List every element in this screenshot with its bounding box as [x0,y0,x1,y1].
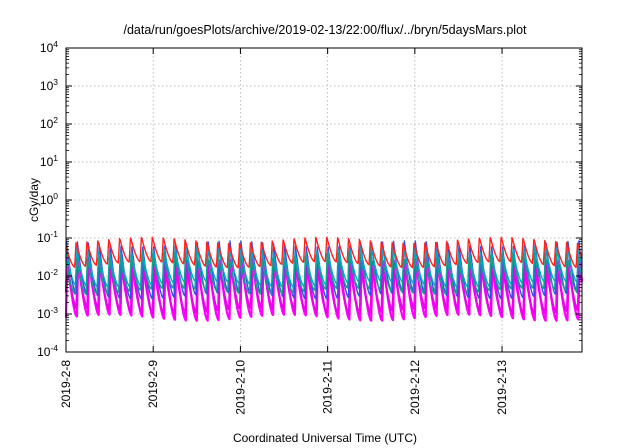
x-tick-label: 2019-2-9 [146,360,160,408]
x-tick-label: 2019-2-10 [233,360,247,415]
y-tick-exponent: -2 [50,267,58,277]
y-tick-label: 10-3 [37,305,58,321]
y-tick-exponent: 2 [53,115,58,125]
y-tick-exponent: -3 [50,305,58,315]
y-tick-base: 10 [37,269,51,283]
y-tick-base: 10 [37,345,51,359]
plot-frame [65,47,583,353]
plot-series [64,236,584,322]
y-tick-label: 10-1 [37,229,58,245]
y-tick-exponent: 0 [53,191,58,201]
x-tick-label: 2019-2-8 [59,360,73,408]
y-tick-label: 103 [40,77,58,93]
y-tick-label: 10-4 [37,343,58,359]
y-tick-base: 10 [40,155,54,169]
y-tick-label: 104 [40,39,58,55]
chart-title: /data/run/goesPlots/archive/2019-02-13/2… [123,23,527,37]
series-line [65,252,583,295]
y-tick-base: 10 [40,117,54,131]
series-line [64,259,584,316]
y-tick-base: 10 [40,41,54,55]
y-tick-exponent: 1 [53,153,58,163]
y-tick-label: 101 [40,153,58,169]
y-tick-base: 10 [40,193,54,207]
y-tick-label: 102 [40,115,58,131]
y-tick-exponent: -4 [50,343,58,353]
y-tick-exponent: 4 [53,39,58,49]
y-tick-label: 100 [40,191,58,207]
axes [65,47,583,353]
series-line [65,236,583,269]
y-tick-base: 10 [37,307,51,321]
x-axis-label: Coordinated Universal Time (UTC) [233,431,417,445]
y-tick-label: 10-2 [37,267,58,283]
y-tick-base: 10 [40,79,54,93]
x-tick-label: 2019-2-12 [408,360,422,415]
y-tick-exponent: 3 [53,77,58,87]
y-tick-exponent: -1 [50,229,58,239]
y-axis-label: cGy/day [27,178,41,222]
x-tick-label: 2019-2-13 [495,360,509,415]
x-tick-labels: 2019-2-8 2019-2-9 2019-2-10 2019-2-11 2019-2… [59,360,509,415]
y-tick-base: 10 [37,231,51,245]
x-tick-label: 2019-2-11 [321,360,335,414]
